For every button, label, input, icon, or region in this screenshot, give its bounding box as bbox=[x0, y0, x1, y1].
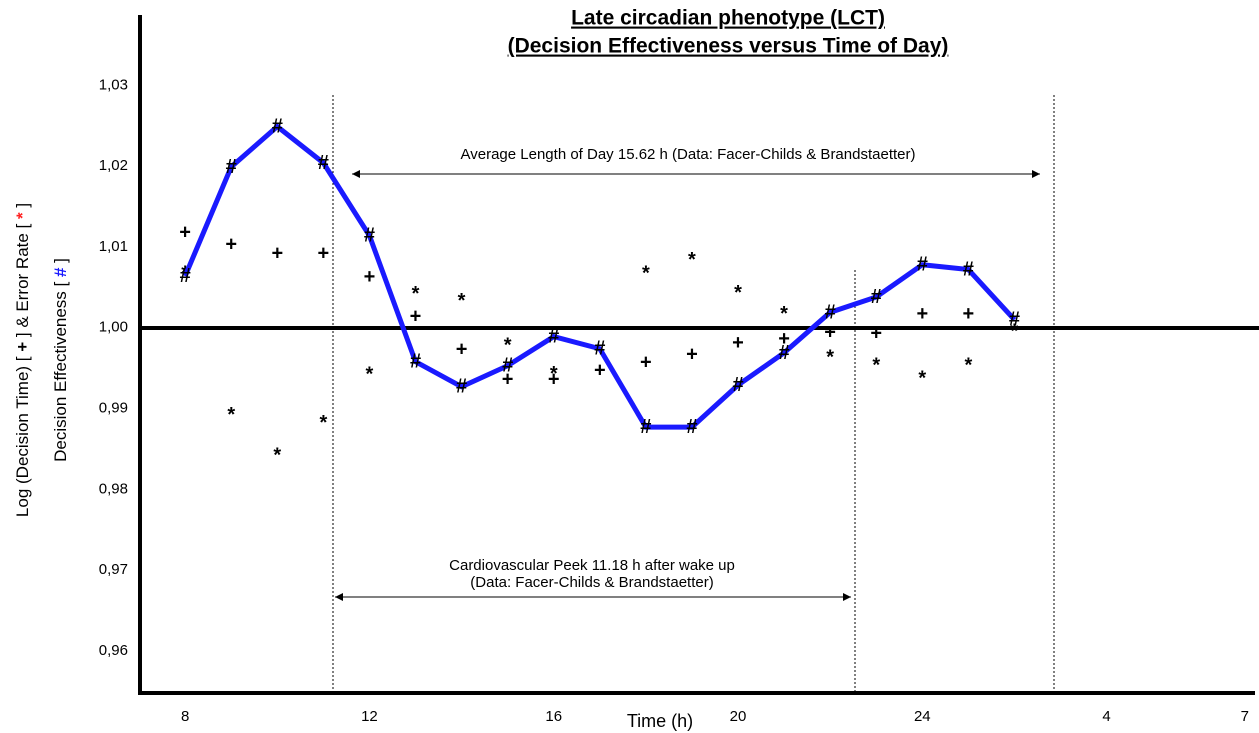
marker: * bbox=[550, 363, 558, 385]
marker: * bbox=[227, 404, 235, 426]
marker: * bbox=[872, 355, 880, 377]
x-tick-label: 24 bbox=[914, 708, 931, 725]
marker: * bbox=[412, 283, 420, 305]
marker: + bbox=[318, 242, 330, 264]
y-axis-label-part: * bbox=[13, 212, 32, 219]
marker: + bbox=[456, 339, 468, 361]
marker: * bbox=[504, 334, 512, 356]
y-axis-label-part: Log (Decision Time) [ bbox=[13, 352, 32, 517]
marker: + bbox=[271, 242, 283, 264]
marker: + bbox=[916, 303, 928, 325]
y-tick-label: 0,97 bbox=[99, 561, 128, 578]
chart-title: (Decision Effectiveness versus Time of D… bbox=[508, 35, 949, 58]
x-tick-label: 16 bbox=[545, 708, 562, 725]
marker: + bbox=[502, 368, 514, 390]
marker: + bbox=[963, 303, 975, 325]
marker: # bbox=[963, 259, 974, 281]
x-tick-label: 7 bbox=[1241, 708, 1249, 725]
x-tick-label: 4 bbox=[1102, 708, 1110, 725]
marker: # bbox=[548, 326, 559, 348]
y-axis-label-part: Decision Effectiveness [ bbox=[51, 277, 70, 462]
x-axis-label: Time (h) bbox=[627, 711, 693, 731]
series-line bbox=[182, 123, 1017, 430]
marker: * bbox=[319, 412, 327, 434]
marker: + bbox=[410, 305, 422, 327]
y-axis-label-part: ] & Error Rate [ bbox=[13, 219, 32, 342]
marker: # bbox=[871, 286, 882, 308]
x-tick-label: 12 bbox=[361, 708, 378, 725]
marker: # bbox=[318, 152, 329, 174]
y-tick-label: 0,96 bbox=[99, 642, 128, 659]
marker: + bbox=[732, 332, 744, 354]
dotted-guides bbox=[332, 95, 1055, 693]
marker: + bbox=[824, 322, 836, 344]
y-axis-label: Decision Effectiveness [ # ] bbox=[51, 258, 70, 462]
annotation: Average Length of Day 15.62 h (Data: Fac… bbox=[461, 146, 916, 163]
y-tick-label: 1,02 bbox=[99, 157, 128, 174]
marker: * bbox=[273, 444, 281, 466]
marker: # bbox=[686, 416, 697, 438]
marker: # bbox=[825, 301, 836, 323]
marker: + bbox=[548, 368, 560, 390]
x-tick-label: 8 bbox=[181, 708, 189, 725]
y-tick-label: 1,00 bbox=[99, 319, 128, 336]
marker: # bbox=[594, 338, 605, 360]
x-tick-label: 20 bbox=[730, 708, 747, 725]
marker: # bbox=[456, 376, 467, 398]
y-axis-label-part: + bbox=[13, 342, 32, 352]
marker: + bbox=[686, 343, 698, 365]
marker: # bbox=[779, 342, 790, 364]
marker: * bbox=[458, 290, 466, 312]
marker: # bbox=[410, 351, 421, 373]
marker: # bbox=[640, 416, 651, 438]
annotation: (Data: Facer-Childs & Brandstaetter) bbox=[470, 574, 713, 591]
marker: * bbox=[826, 347, 834, 369]
marker: + bbox=[594, 360, 606, 382]
marker: + bbox=[364, 266, 376, 288]
marker: * bbox=[1011, 321, 1019, 343]
marker: # bbox=[180, 265, 191, 287]
marker: * bbox=[366, 364, 374, 386]
marker: + bbox=[778, 328, 790, 350]
y-tick-label: 1,01 bbox=[99, 238, 128, 255]
chart-title: Late circadian phenotype (LCT) bbox=[571, 7, 885, 30]
y-tick-label: 1,03 bbox=[99, 76, 128, 93]
marker: * bbox=[964, 355, 972, 377]
marker: + bbox=[870, 322, 882, 344]
marker: # bbox=[502, 355, 513, 377]
marker: # bbox=[732, 374, 743, 396]
marker: # bbox=[917, 254, 928, 276]
marker: # bbox=[1009, 309, 1020, 331]
y-axis-label: Log (Decision Time) [ + ] & Error Rate [… bbox=[13, 203, 32, 517]
marker: # bbox=[272, 116, 283, 138]
marker: * bbox=[918, 368, 926, 390]
marker: * bbox=[734, 282, 742, 304]
marker: # bbox=[364, 225, 375, 247]
y-axis-label-part: ] bbox=[13, 203, 32, 212]
marker: # bbox=[226, 156, 237, 178]
marker: * bbox=[688, 249, 696, 271]
y-tick-label: 0,99 bbox=[99, 400, 128, 417]
y-axis-label-part: # bbox=[51, 267, 70, 277]
marker: + bbox=[225, 234, 237, 256]
annotation: Cardiovascular Peek 11.18 h after wake u… bbox=[449, 557, 735, 574]
marker: + bbox=[640, 351, 652, 373]
y-tick-label: 0,98 bbox=[99, 480, 128, 497]
marker: * bbox=[780, 303, 788, 325]
y-axis-label-part: ] bbox=[51, 258, 70, 267]
marker: * bbox=[642, 263, 650, 285]
marker: + bbox=[179, 221, 191, 243]
